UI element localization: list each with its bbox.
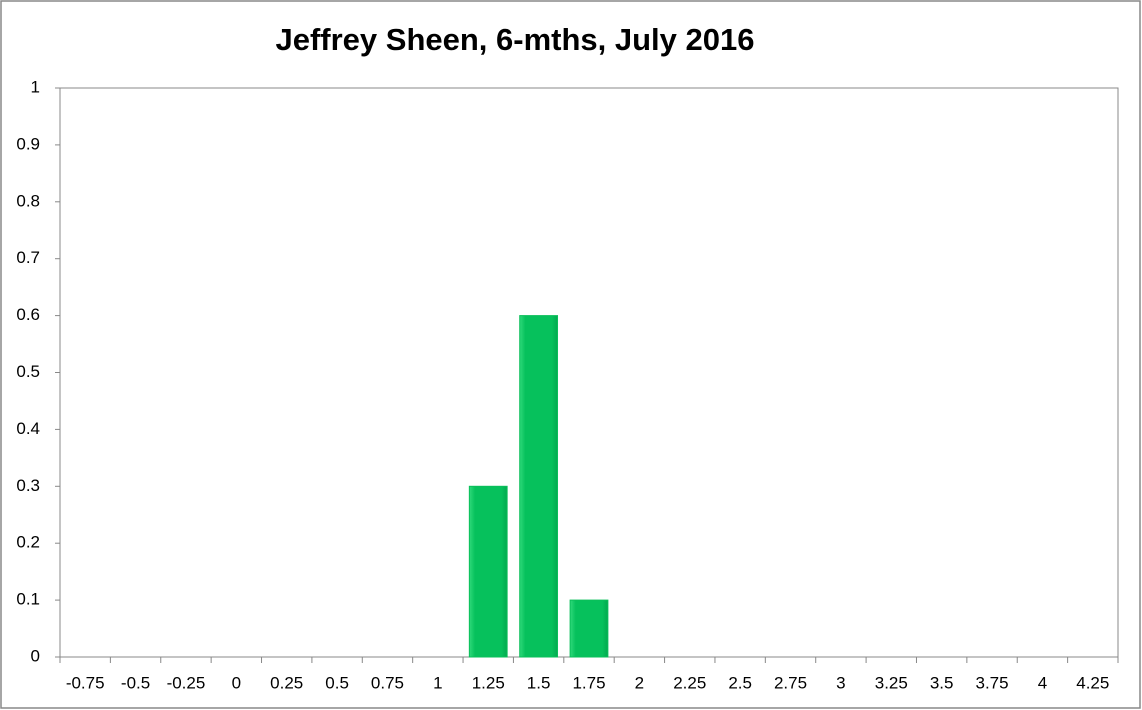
x-tick-label: 2.75 (774, 673, 807, 692)
y-tick-label: 0.5 (16, 362, 40, 381)
x-tick-label: 3.5 (930, 673, 954, 692)
x-tick-label: 1.75 (572, 673, 605, 692)
x-tick-label: 1.25 (472, 673, 505, 692)
x-tick-label: 0.75 (371, 673, 404, 692)
x-tick-label: 3.75 (976, 673, 1009, 692)
y-tick-label: 0.3 (16, 476, 40, 495)
x-tick-label: 3 (836, 673, 845, 692)
x-tick-label: 4 (1038, 673, 1047, 692)
y-tick-label: 0.9 (16, 134, 40, 153)
y-tick-label: 0.4 (16, 419, 40, 438)
x-tick-label: 2.25 (673, 673, 706, 692)
x-tick-label: -0.25 (167, 673, 206, 692)
x-tick-label: 1 (433, 673, 442, 692)
x-tick-label: 1.5 (527, 673, 551, 692)
x-tick-label: 2.5 (728, 673, 752, 692)
bar (519, 315, 559, 658)
x-tick-label: 4.25 (1076, 673, 1109, 692)
x-tick-label: 2 (635, 673, 644, 692)
x-tick-label: -0.5 (121, 673, 150, 692)
x-tick-label: 0.5 (325, 673, 349, 692)
x-tick-label: 0.25 (270, 673, 303, 692)
x-tick-label: 0 (232, 673, 241, 692)
bar (569, 599, 609, 658)
y-tick-label: 0.2 (16, 533, 40, 552)
y-tick-label: 1 (31, 77, 40, 96)
y-tick-label: 0.1 (16, 590, 40, 609)
bar (468, 485, 508, 658)
y-tick-label: 0.6 (16, 305, 40, 324)
x-tick-label: 3.25 (875, 673, 908, 692)
y-tick-label: 0.7 (16, 248, 40, 267)
y-tick-label: 0.8 (16, 191, 40, 210)
x-tick-label: -0.75 (66, 673, 105, 692)
y-tick-label: 0 (31, 646, 40, 665)
chart-title: Jeffrey Sheen, 6-mths, July 2016 (275, 22, 754, 57)
